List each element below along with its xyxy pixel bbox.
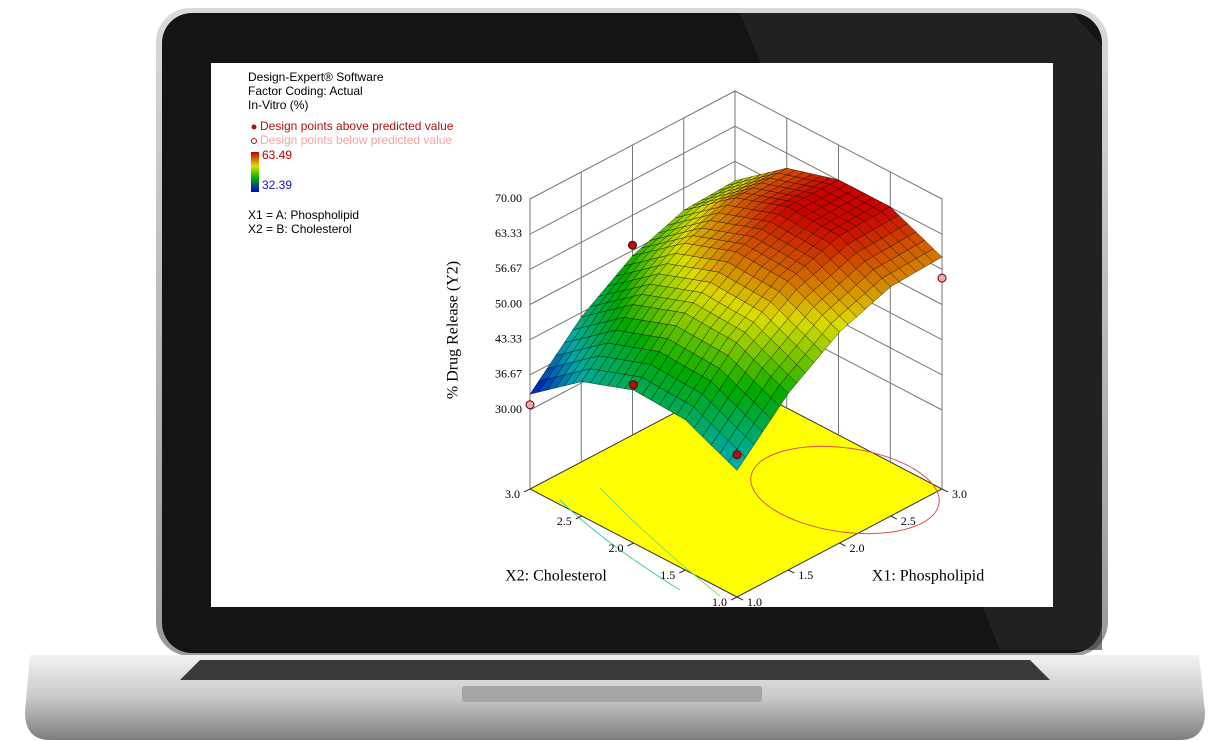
design-point <box>630 381 638 389</box>
color-bar <box>251 152 259 192</box>
legend-marker-below <box>252 139 257 144</box>
factor1-label: X1 = A: Phospholipid <box>248 208 359 222</box>
trackpad <box>462 686 762 702</box>
keyboard <box>180 660 1050 680</box>
page: {"chart_data": { "type": "surface", "sof… <box>0 0 1229 742</box>
factor2-label: X2 = B: Cholesterol <box>248 222 352 236</box>
x-tick-label: 2.0 <box>850 541 865 555</box>
software-label: Design-Expert® Software <box>248 70 384 84</box>
design-point <box>733 451 741 459</box>
y-tick-label: 1.5 <box>660 568 675 582</box>
z-tick-label: 56.67 <box>495 261 522 275</box>
color-min: 32.39 <box>262 178 292 192</box>
coding-label: Factor Coding: Actual <box>248 84 363 98</box>
z-tick-label: 63.33 <box>495 226 522 240</box>
y-axis-title: X2: Cholesterol <box>505 568 607 585</box>
z-tick-label: 36.67 <box>495 367 522 381</box>
x-axis-title: X1: Phospholipid <box>872 568 984 585</box>
z-tick-label: 70.00 <box>495 191 522 205</box>
laptop-screenshot: Design-Expert® Software Factor Coding: A… <box>0 0 1229 742</box>
legend-below: Design points below predicted value <box>260 133 452 147</box>
y-tick-label: 2.0 <box>609 541 624 555</box>
x-tick-label: 1.0 <box>747 595 762 609</box>
x-tick-label: 3.0 <box>952 487 967 501</box>
y-tick-label: 1.0 <box>712 595 727 609</box>
design-point <box>938 274 946 282</box>
y-tick-label: 2.5 <box>557 514 572 528</box>
legend-marker-above <box>252 125 257 130</box>
z-tick-label: 50.00 <box>495 296 522 310</box>
design-point <box>526 401 534 409</box>
x-tick-label: 2.5 <box>901 514 916 528</box>
x-tick-label: 1.5 <box>798 568 813 582</box>
response-label: In-Vitro (%) <box>248 98 308 112</box>
design-point <box>629 241 637 249</box>
z-tick-label: 43.33 <box>495 331 522 345</box>
color-max: 63.49 <box>262 148 292 162</box>
y-tick-label: 3.0 <box>505 487 520 501</box>
z-axis-title: % Drug Release (Y2) <box>445 261 462 399</box>
z-tick-label: 30.00 <box>495 402 522 416</box>
legend-above: Design points above predicted value <box>260 119 454 133</box>
